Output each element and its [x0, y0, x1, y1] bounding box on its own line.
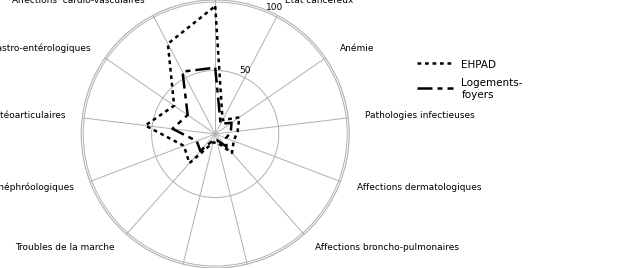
Text: Affections gastro-entérologiques: Affections gastro-entérologiques: [0, 43, 91, 53]
Text: ffections uro-néphróologiques: ffections uro-néphróologiques: [0, 183, 74, 192]
Text: Affections dermatologiques: Affections dermatologiques: [356, 183, 481, 192]
Text: Affections  cardio-vasculaires: Affections cardio-vasculaires: [12, 0, 145, 5]
Text: Affections broncho-pulmonaires: Affections broncho-pulmonaires: [315, 243, 460, 252]
Text: Affections ostéoarticulaires: Affections ostéoarticulaires: [0, 111, 65, 120]
Legend: EHPAD, Logements-
foyers: EHPAD, Logements- foyers: [417, 59, 523, 100]
Text: Anémie: Anémie: [340, 44, 374, 53]
Text: Etat cancéreux: Etat cancéreux: [285, 0, 354, 5]
Text: Pathologies infectieuses: Pathologies infectieuses: [365, 111, 475, 120]
Text: Troubles de la marche: Troubles de la marche: [15, 243, 115, 252]
